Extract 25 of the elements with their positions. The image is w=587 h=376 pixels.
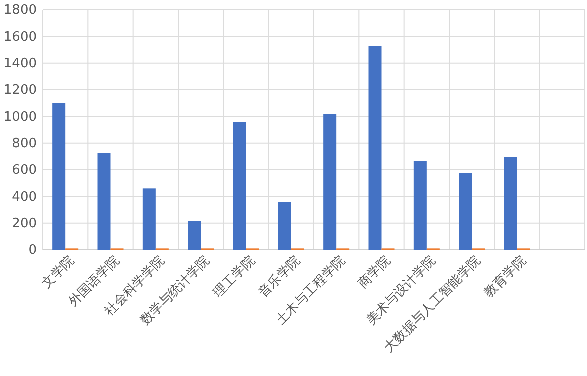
bar <box>414 161 427 250</box>
x-tick-label: 文学院 <box>39 253 78 292</box>
y-tick-label: 1400 <box>4 56 37 72</box>
bar <box>142 188 156 250</box>
bar <box>188 221 202 250</box>
bar <box>368 46 382 250</box>
bar <box>98 153 111 250</box>
y-tick-label: 200 <box>12 216 37 232</box>
bar <box>278 202 292 250</box>
bar <box>233 122 246 250</box>
y-tick-label: 1800 <box>4 3 37 18</box>
y-tick-label: 600 <box>12 163 37 178</box>
y-tick-label: 0 <box>28 243 37 258</box>
y-tick-label: 1200 <box>4 83 37 98</box>
bar <box>459 173 472 250</box>
bar <box>52 103 66 250</box>
bar <box>504 157 518 250</box>
x-tick-label: 教育学院 <box>481 252 530 301</box>
x-tick-label: 商学院 <box>356 253 394 292</box>
y-tick-label: 400 <box>12 190 37 205</box>
y-tick-label: 800 <box>12 136 37 152</box>
y-tick-label: 1000 <box>4 110 37 125</box>
x-tick-label: 理工学院 <box>210 253 258 301</box>
bar <box>324 114 337 250</box>
y-tick-label: 1600 <box>4 30 37 45</box>
